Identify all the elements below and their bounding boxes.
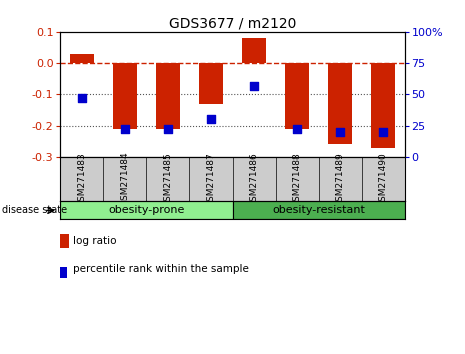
Bar xyxy=(232,201,405,219)
Bar xyxy=(113,63,137,129)
Bar xyxy=(156,63,180,129)
Title: GDS3677 / m2120: GDS3677 / m2120 xyxy=(169,17,296,31)
Point xyxy=(164,127,172,132)
Text: GSM271485: GSM271485 xyxy=(164,152,173,206)
Bar xyxy=(285,63,309,129)
Bar xyxy=(70,54,94,63)
Bar xyxy=(328,63,352,144)
Point xyxy=(78,95,86,101)
Text: GSM271487: GSM271487 xyxy=(206,152,215,206)
Text: GSM271488: GSM271488 xyxy=(292,152,301,206)
Text: GSM271489: GSM271489 xyxy=(336,152,345,206)
Bar xyxy=(60,201,232,219)
Text: disease state: disease state xyxy=(2,205,67,216)
Text: log ratio: log ratio xyxy=(73,236,117,246)
Point xyxy=(293,127,301,132)
Text: obesity-resistant: obesity-resistant xyxy=(272,205,365,216)
Bar xyxy=(371,63,395,148)
Text: GSM271484: GSM271484 xyxy=(120,152,129,206)
Text: GSM271486: GSM271486 xyxy=(250,152,259,206)
Text: GSM271483: GSM271483 xyxy=(78,152,86,206)
Point xyxy=(336,129,344,135)
Point xyxy=(207,116,215,122)
Point xyxy=(379,129,387,135)
Point xyxy=(121,127,129,132)
Text: percentile rank within the sample: percentile rank within the sample xyxy=(73,264,249,274)
Bar xyxy=(242,38,266,63)
Point xyxy=(250,83,258,88)
Text: obesity-prone: obesity-prone xyxy=(108,205,185,216)
Bar xyxy=(199,63,223,104)
Text: GSM271490: GSM271490 xyxy=(379,152,387,206)
